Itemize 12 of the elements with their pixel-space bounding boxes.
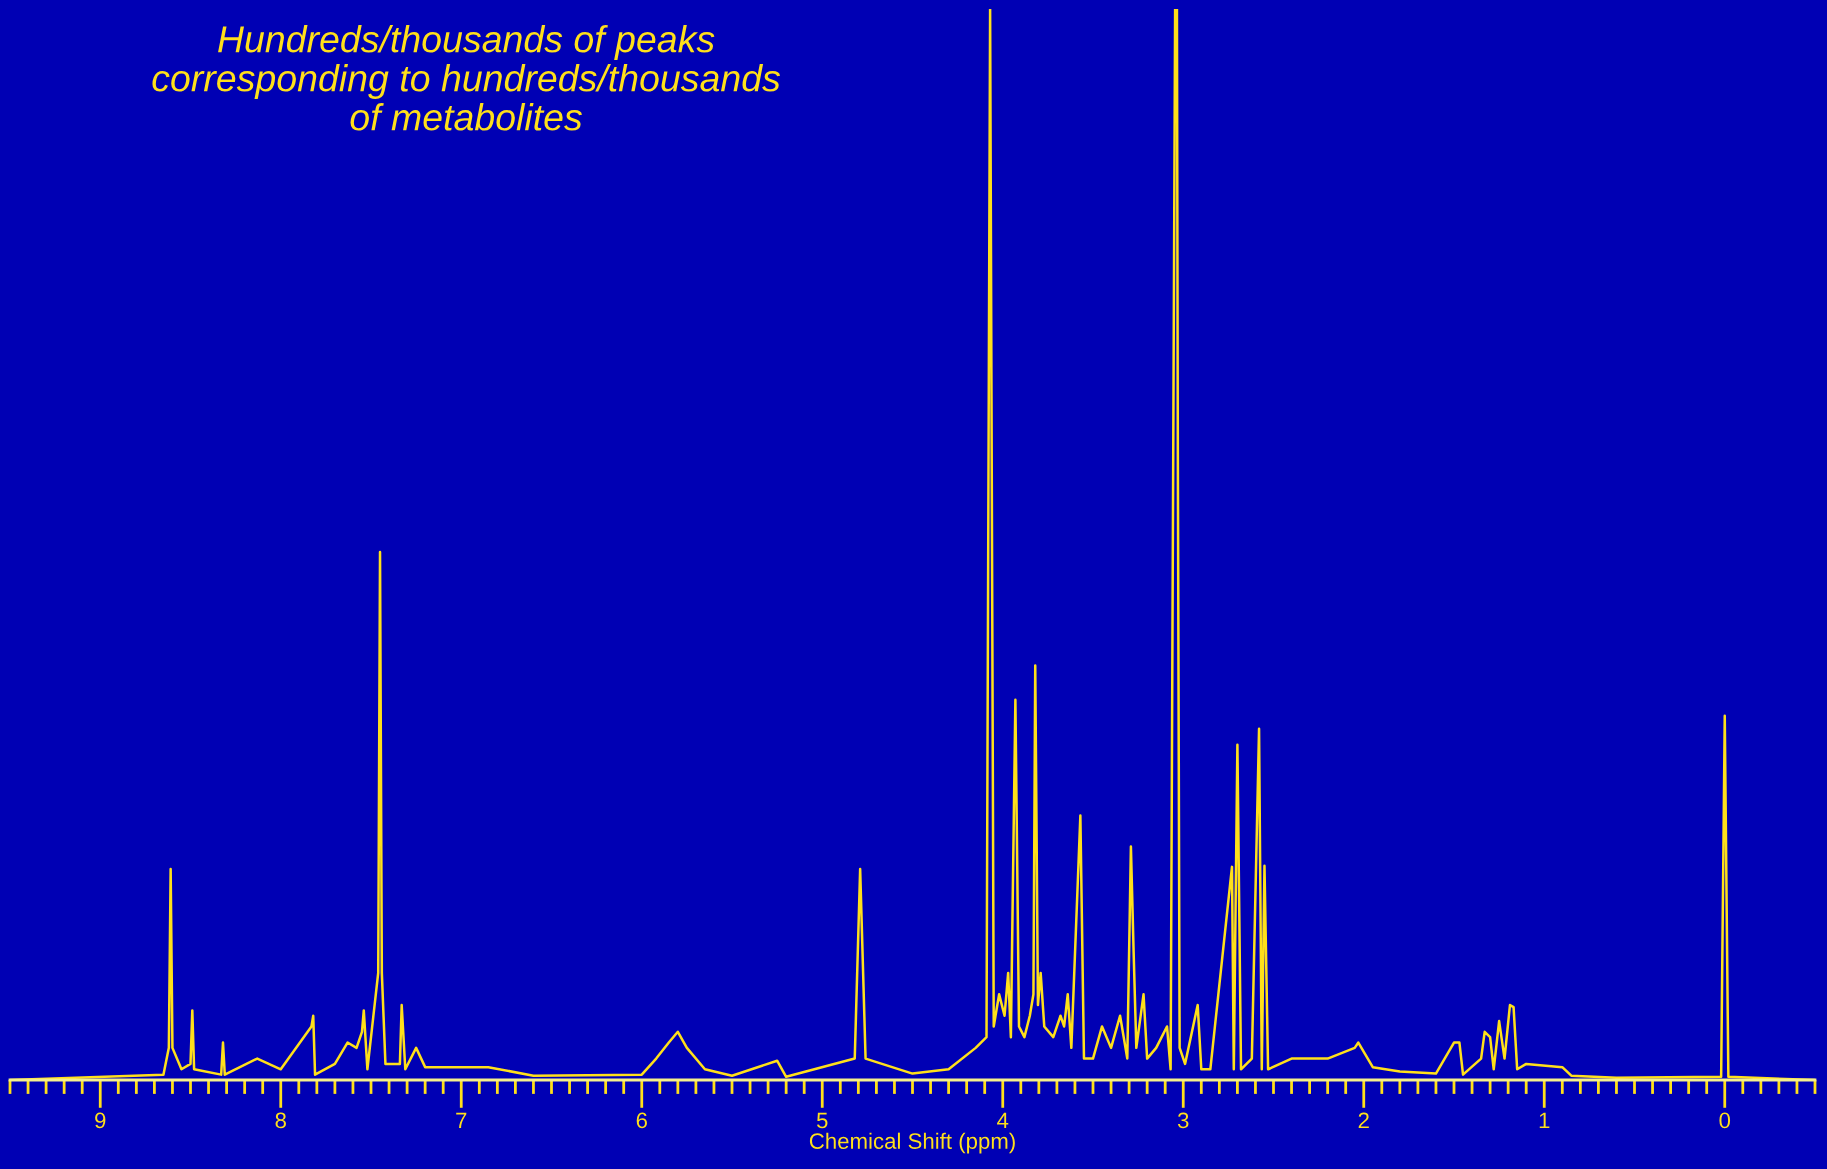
x-tick-label: 6 — [636, 1112, 647, 1129]
x-axis-title: Chemical Shift (ppm) — [809, 1132, 1015, 1154]
x-tick-label: 4 — [997, 1112, 1009, 1129]
x-tick-label: 9 — [95, 1112, 106, 1129]
x-tick-label: 5 — [816, 1112, 828, 1129]
x-tick-label: 1 — [1539, 1112, 1550, 1129]
x-tick-label: 0 — [1719, 1112, 1731, 1129]
x-tick-label: 2 — [1358, 1112, 1369, 1129]
annotation: Hundreds/thousands of peaks corresponding to hundreds/thousands of metabolites — [152, 25, 781, 131]
x-tick-label: 3 — [1177, 1112, 1189, 1129]
x-tick-label: 7 — [456, 1112, 467, 1129]
x-tick-label: 8 — [275, 1112, 286, 1129]
